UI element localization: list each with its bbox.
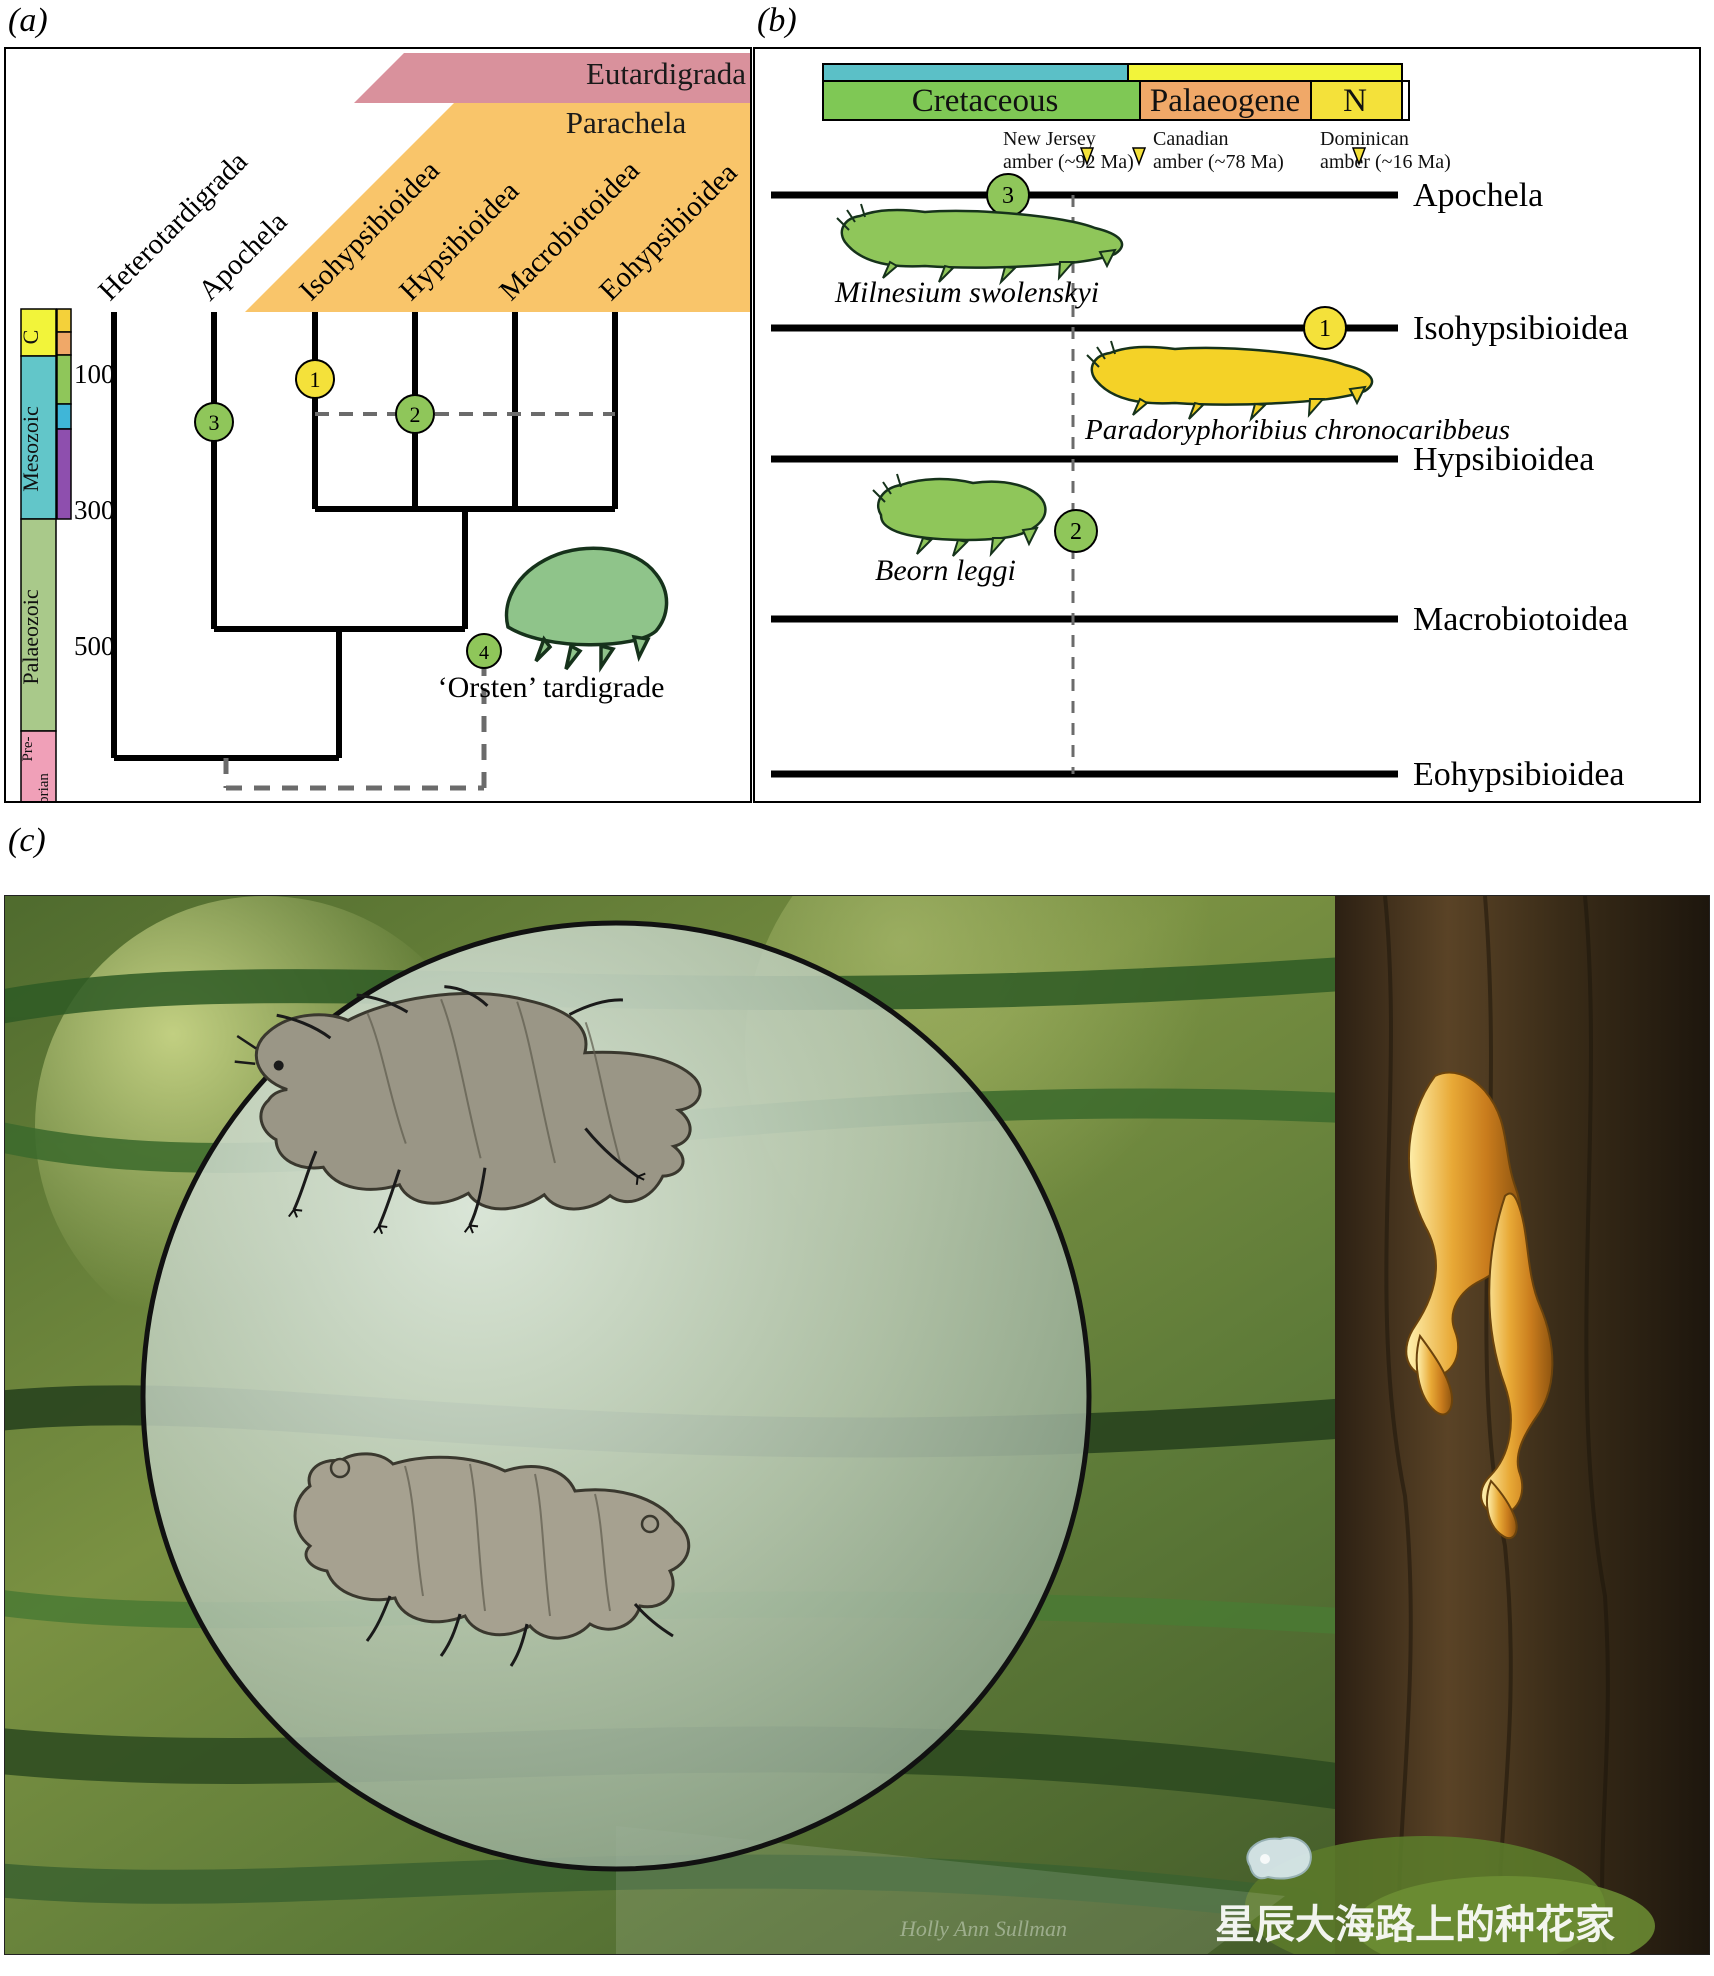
svg-text:cambrian: cambrian [36, 773, 52, 803]
svg-text:Milnesium swolenskyi: Milnesium swolenskyi [834, 276, 1099, 309]
svg-text:Cretaceous: Cretaceous [912, 83, 1059, 119]
svg-text:C: C [18, 330, 43, 345]
svg-text:500: 500 [74, 631, 115, 661]
svg-text:Isohypsibioidea: Isohypsibioidea [1413, 310, 1628, 347]
svg-text:1: 1 [310, 367, 321, 392]
svg-text:amber (~78 Ma): amber (~78 Ma) [1153, 151, 1284, 173]
svg-text:Hypsibioidea: Hypsibioidea [1413, 441, 1594, 478]
svg-text:3: 3 [1002, 183, 1014, 209]
svg-text:1: 1 [1319, 316, 1331, 342]
svg-text:Canadian: Canadian [1153, 128, 1229, 150]
svg-text:amber (~16 Ma): amber (~16 Ma) [1320, 151, 1451, 173]
svg-text:Eohypsibioidea: Eohypsibioidea [1413, 756, 1625, 793]
svg-text:Parachela: Parachela [566, 105, 687, 140]
svg-text:Mesozoic: Mesozoic [18, 406, 43, 492]
svg-text:Macrobiotoidea: Macrobiotoidea [1413, 601, 1628, 638]
svg-text:2: 2 [1070, 519, 1082, 545]
svg-text:Beorn leggi: Beorn leggi [875, 554, 1016, 587]
svg-text:Palaeozoic: Palaeozoic [18, 589, 43, 685]
svg-text:100: 100 [74, 359, 115, 389]
svg-text:Paradoryphoribius chronocaribb: Paradoryphoribius chronocaribbeus [1084, 414, 1510, 446]
svg-text:Holly Ann Sullman: Holly Ann Sullman [899, 1916, 1067, 1941]
svg-text:4: 4 [479, 642, 489, 664]
svg-text:300: 300 [74, 495, 115, 525]
svg-text:‘Orsten’ tardigrade: ‘Orsten’ tardigrade [438, 671, 665, 704]
svg-text:3: 3 [209, 410, 220, 435]
svg-text:星辰大海路上的种花家: 星辰大海路上的种花家 [1215, 1903, 1615, 1947]
svg-text:N: N [1343, 83, 1367, 119]
svg-text:Pre-: Pre- [20, 737, 36, 762]
svg-text:Dominican: Dominican [1320, 128, 1409, 150]
svg-text:New Jersey: New Jersey [1003, 128, 1096, 150]
svg-text:Palaeogene: Palaeogene [1150, 83, 1300, 119]
svg-text:2: 2 [410, 402, 421, 427]
svg-text:Eutardigrada: Eutardigrada [586, 56, 746, 91]
svg-text:amber (~92 Ma): amber (~92 Ma) [1003, 151, 1134, 173]
svg-text:Apochela: Apochela [1413, 177, 1543, 214]
